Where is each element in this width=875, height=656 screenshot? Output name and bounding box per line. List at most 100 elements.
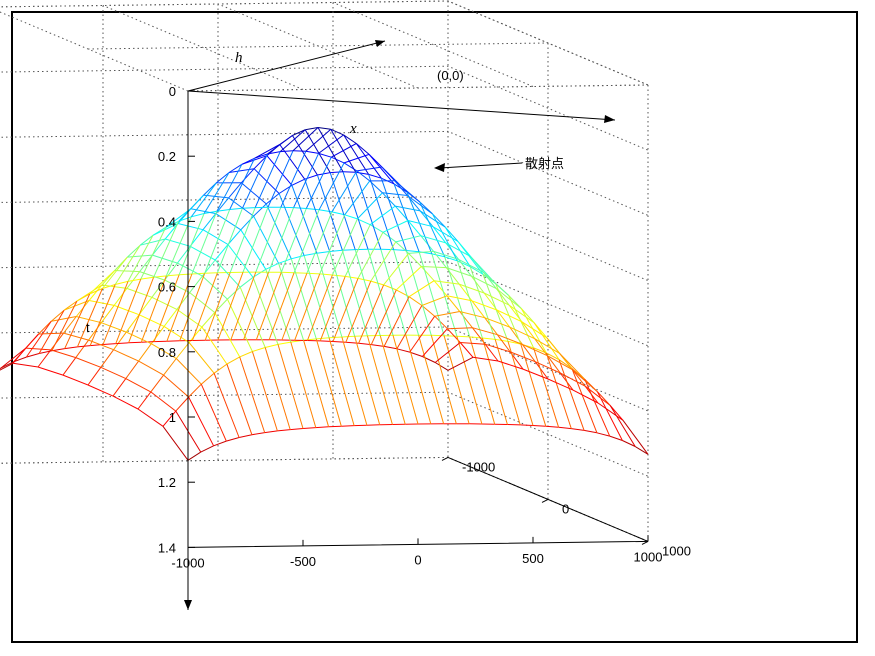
mesh-line-h (191, 213, 205, 218)
mesh-line-h (100, 305, 115, 323)
mesh-line-x (200, 383, 227, 442)
mesh-line-x (458, 258, 484, 273)
mesh-line-h (521, 321, 536, 340)
mesh-line-x (534, 361, 561, 374)
mesh-line-x (370, 241, 397, 282)
mesh-line-h (138, 297, 153, 315)
mesh-line-h (634, 446, 649, 455)
mesh-line-x (229, 157, 256, 210)
mesh-line-h (571, 428, 585, 431)
gridline-t (0, 130, 649, 216)
x-tick-label: -500 (290, 554, 316, 569)
mesh-line-x (293, 209, 320, 273)
mesh-line-x (345, 280, 372, 343)
h-tick-label: 1000 (662, 543, 691, 558)
mesh-line-h (112, 378, 127, 397)
mesh-line-h (200, 372, 215, 385)
mesh-line-x (494, 339, 521, 426)
mesh-line-x (214, 259, 241, 288)
mesh-line-h (253, 155, 268, 170)
h-tick (441, 456, 449, 461)
mesh-line-x (317, 127, 344, 173)
mesh-line-h (226, 437, 240, 442)
mesh-line-x (392, 335, 419, 425)
mesh-line-x (444, 226, 471, 267)
mesh-line-x (243, 272, 270, 340)
mesh-line-x (280, 151, 307, 208)
mesh-line-x (344, 180, 371, 216)
mesh-line-h (178, 216, 192, 222)
mesh-line-h (420, 266, 435, 282)
mesh-line-h (280, 150, 294, 153)
annotation-label: 散射点 (525, 156, 564, 172)
mesh-line-x (268, 207, 295, 273)
mesh-line-x (228, 197, 254, 217)
mesh-line-x (255, 207, 282, 273)
mesh-line-h (408, 253, 422, 267)
mesh-line-h (507, 340, 521, 345)
mesh-line-x (268, 272, 295, 340)
mesh-line-h (213, 363, 228, 374)
mesh-line-h (188, 383, 202, 398)
mesh-line-h (341, 425, 355, 427)
mesh-line-x (510, 351, 536, 363)
mesh-line-x (383, 296, 410, 347)
mesh-line-h (139, 234, 154, 246)
mesh-line-h (431, 253, 445, 258)
mesh-line-x (290, 258, 317, 340)
mesh-line-h (302, 427, 316, 429)
mesh-line-x (420, 235, 446, 244)
mesh-line-h (150, 374, 164, 393)
mesh-line-x (520, 343, 547, 427)
mesh-line-x (177, 262, 203, 277)
mesh-line-x (447, 327, 473, 330)
mesh-line-x (355, 143, 382, 179)
mesh-line-h (89, 288, 103, 295)
x-axis-label: x (349, 121, 357, 137)
mesh-line-x (432, 226, 459, 242)
mesh-line-x (140, 275, 167, 343)
mesh-line-x (434, 311, 460, 317)
mesh-line-h (128, 341, 142, 344)
mesh-line-h (345, 275, 359, 279)
mesh-line-h (330, 171, 344, 174)
mesh-line-h (331, 156, 345, 164)
t-tick-label: 0.4 (158, 214, 176, 229)
mesh-line-x (202, 229, 229, 245)
mesh-line-h (127, 278, 141, 282)
h-tick-label: -1000 (462, 459, 495, 474)
mesh-line-h (558, 426, 572, 430)
mesh-line-h (166, 274, 180, 277)
mesh-line-x (239, 356, 266, 433)
mesh-line-x (252, 277, 279, 345)
mesh-line-x (75, 357, 101, 368)
mesh-line-x (533, 347, 560, 428)
mesh-line-x (204, 272, 231, 341)
mesh-line-x (115, 278, 142, 344)
mesh-line-h (291, 255, 305, 260)
mesh-line-h (329, 249, 343, 252)
mesh-line-h (239, 351, 253, 358)
mesh-line-x (559, 372, 586, 387)
mesh-line-x (507, 341, 534, 426)
mesh-line-x (153, 274, 180, 342)
mesh-line-h (432, 213, 446, 228)
mesh-line-x (25, 347, 51, 351)
mesh-line-x (12, 362, 39, 368)
mesh-line-h (421, 305, 436, 317)
mesh-line-x (394, 180, 421, 203)
mesh-line-h (459, 311, 473, 329)
mesh-line-x (472, 327, 498, 336)
mesh-line-x (278, 263, 305, 341)
mesh-line-x (125, 378, 152, 393)
mesh-line-x (379, 335, 406, 425)
mesh-line-x (254, 151, 281, 208)
mesh-line-x (572, 389, 599, 404)
mesh-line-x (460, 342, 486, 345)
annotation-arrowhead (434, 163, 445, 172)
gridline-x-top (102, 5, 304, 90)
mesh-line-x (162, 426, 189, 461)
mesh-line-h (227, 286, 241, 300)
mesh-line-x (165, 208, 192, 228)
